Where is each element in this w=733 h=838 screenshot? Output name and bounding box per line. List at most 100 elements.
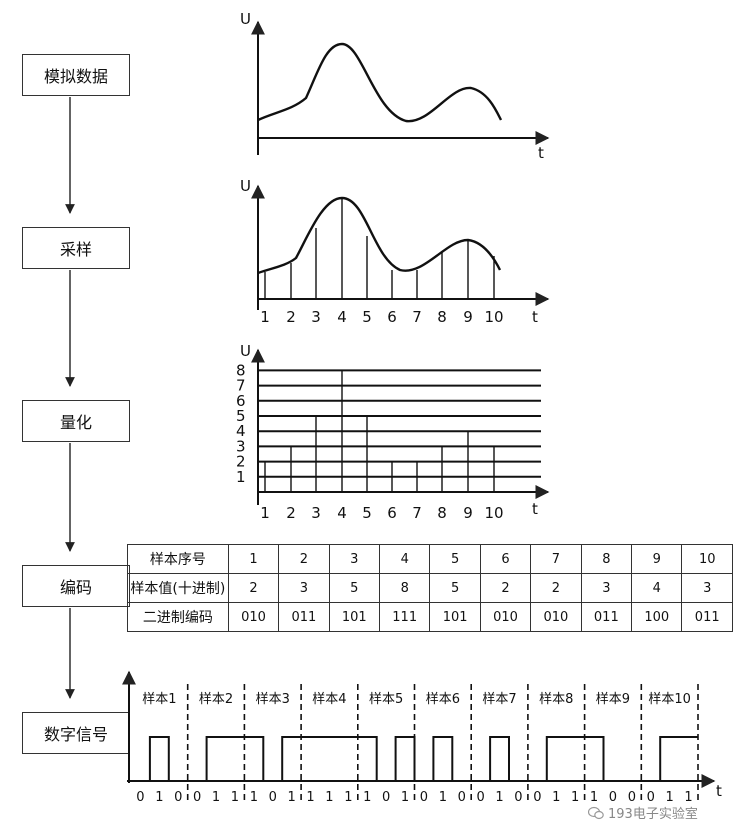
- table-cell: 2: [479, 573, 532, 603]
- sample-number: 5: [362, 504, 372, 522]
- sample-number: 6: [387, 308, 397, 326]
- stage-sampling: 采样: [22, 227, 130, 269]
- table-cell: 011: [681, 602, 733, 632]
- row-header: 样本值(十进制): [127, 573, 229, 603]
- quantization-chart: [251, 348, 550, 505]
- sample-number: 1: [260, 504, 270, 522]
- sample-number: 9: [463, 504, 473, 522]
- table-cell: 011: [278, 602, 330, 632]
- table-cell: 010: [227, 602, 280, 632]
- sample-number: 5: [362, 308, 372, 326]
- table-cell: 2: [278, 544, 330, 574]
- sample-number-labels: 1 2 3 4 5 6 7 8 9 10: [260, 308, 503, 326]
- quant-level-label: 5: [236, 407, 246, 425]
- sample-number: 3: [311, 308, 321, 326]
- sampling-chart: [251, 184, 550, 310]
- table-cell: 101: [429, 602, 481, 632]
- sample-number: 4: [337, 504, 347, 522]
- bit-label: 1: [552, 790, 560, 805]
- row-header: 样本序号: [127, 544, 229, 574]
- bit-label: 0: [477, 790, 485, 805]
- sample-number: 8: [437, 308, 447, 326]
- stage-label: 模拟数据: [43, 67, 108, 86]
- sample-label: 样本1: [142, 692, 176, 707]
- stage-quantization: 量化: [22, 400, 130, 442]
- quant-level-lines: [258, 369, 541, 478]
- bit-label: 1: [250, 790, 258, 805]
- bit-label: 0: [193, 790, 201, 805]
- table-cell: 8: [580, 544, 633, 574]
- sample-labels: 样本1 样本2 样本3 样本4 样本5 样本6 样本7 样本8 样本9 样本10: [142, 692, 691, 707]
- sample-label: 样本7: [482, 692, 516, 707]
- table-cell: 5: [429, 573, 481, 603]
- stage-label: 量化: [59, 413, 92, 432]
- quant-level-label: 3: [236, 437, 246, 455]
- u-axis-label: U: [240, 10, 251, 28]
- t-axis-label: t: [532, 308, 538, 326]
- bit-label: 0: [609, 790, 617, 805]
- quant-level-label: 7: [236, 377, 246, 395]
- sample-number: 2: [286, 504, 296, 522]
- bit-label: 1: [666, 790, 674, 805]
- sample-label: 样本6: [426, 692, 460, 707]
- table-row: 样本序号 1 2 3 4 5 6 7 8 9 10: [127, 544, 733, 574]
- bit-label: 1: [155, 790, 163, 805]
- table-cell: 1: [227, 544, 280, 574]
- watermark: 193电子实验室: [588, 803, 698, 822]
- quant-level-label: 2: [236, 453, 246, 471]
- t-axis-label: t: [538, 144, 544, 162]
- sample-label: 样本5: [369, 692, 403, 707]
- u-axis-label: U: [240, 342, 251, 360]
- bit-label: 1: [439, 790, 447, 805]
- sample-number: 3: [311, 504, 321, 522]
- sample-number: 8: [437, 504, 447, 522]
- quantized-sample-lines: [264, 370, 495, 492]
- sample-label: 样本3: [256, 692, 290, 707]
- sample-label: 样本4: [312, 692, 346, 707]
- table-cell: 5: [429, 544, 481, 574]
- signal-t-axis-label: t: [716, 782, 722, 800]
- quant-level-label: 8: [236, 361, 246, 379]
- bit-label: 1: [306, 790, 314, 805]
- table-cell: 5: [328, 573, 381, 603]
- sample-label: 样本10: [648, 692, 691, 707]
- bit-label: 1: [684, 790, 692, 805]
- wechat-icon: [588, 806, 604, 819]
- table-cell: 011: [580, 602, 633, 632]
- bit-label: 1: [590, 790, 598, 805]
- bit-label: 1: [363, 790, 371, 805]
- analog-curve: [257, 42, 503, 123]
- sample-lines: [264, 198, 495, 299]
- table-cell: 010: [530, 602, 582, 632]
- sample-label: 样本9: [596, 692, 630, 707]
- sample-number-labels: 1 2 3 4 5 6 7 8 9 10: [260, 504, 503, 522]
- table-cell: 3: [681, 573, 733, 603]
- bit-label: 0: [136, 790, 144, 805]
- sampled-curve: [257, 196, 502, 275]
- sample-number: 4: [337, 308, 347, 326]
- sample-number: 2: [286, 308, 296, 326]
- t-axis-label: t: [532, 500, 538, 518]
- u-axis-label: U: [240, 177, 251, 195]
- table-cell: 010: [479, 602, 532, 632]
- sample-label: 样本8: [539, 692, 573, 707]
- encoding-table: 样本序号 1 2 3 4 5 6 7 8 9 10 样本值(十进制) 2 3 5…: [127, 544, 733, 632]
- sample-number: 10: [484, 504, 503, 522]
- table-cell: 4: [631, 573, 683, 603]
- table-cell: 4: [378, 544, 431, 574]
- bit-label: 0: [382, 790, 390, 805]
- stage-label: 编码: [59, 578, 92, 597]
- table-cell: 100: [631, 602, 683, 632]
- bit-label: 0: [533, 790, 541, 805]
- bit-label: 0: [458, 790, 466, 805]
- table-cell: 101: [328, 602, 381, 632]
- analog-chart: [251, 20, 550, 155]
- bit-label: 1: [231, 790, 239, 805]
- bit-label: 0: [514, 790, 522, 805]
- stage-digital-signal: 数字信号: [22, 712, 130, 754]
- table-cell: 9: [631, 544, 683, 574]
